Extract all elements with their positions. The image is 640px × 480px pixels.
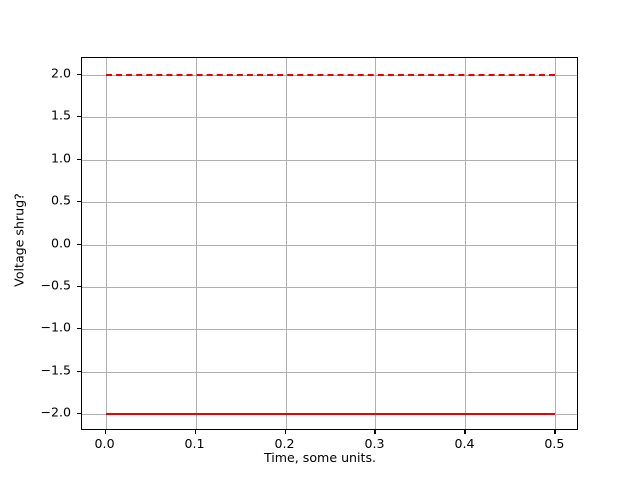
x-axis-tick <box>554 430 556 434</box>
x-axis-label: Time, some units. <box>263 450 377 465</box>
gridline-horizontal <box>82 202 577 204</box>
x-axis-tick <box>464 430 466 434</box>
y-axis-tick-label: 0.5 <box>50 192 71 208</box>
x-axis-tick-label: 0.2 <box>274 436 295 451</box>
x-axis-tick-label: 0.1 <box>184 436 205 451</box>
gridline-vertical <box>555 58 557 429</box>
x-axis-tick <box>194 430 196 434</box>
y-axis-tick <box>77 285 81 287</box>
y-axis-tick-label: 1.0 <box>50 150 71 166</box>
gridline-horizontal <box>82 329 577 331</box>
x-axis-tick-label: 0.4 <box>454 436 475 451</box>
x-axis-tick-label: 0.0 <box>94 436 115 451</box>
gridline-vertical <box>105 58 107 429</box>
y-axis-tick <box>77 201 81 203</box>
y-axis-tick-label: 0.0 <box>50 235 71 251</box>
y-axis-tick <box>77 116 81 118</box>
y-axis-tick-label: 2.0 <box>50 65 71 81</box>
y-axis-tick-label: −2.0 <box>40 404 71 420</box>
y-axis-tick <box>77 73 81 76</box>
series-line-lower <box>105 412 556 415</box>
x-axis-tick-label: 0.5 <box>544 436 565 451</box>
y-axis-tick-label: 1.5 <box>50 108 71 124</box>
gridline-vertical <box>375 58 377 429</box>
y-axis-tick-label: −1.5 <box>40 362 71 378</box>
series-line-upper <box>105 73 556 76</box>
y-axis-tick-label: −0.5 <box>40 277 71 293</box>
x-axis-tick <box>284 430 286 434</box>
gridline-vertical <box>285 58 287 429</box>
gridline-horizontal <box>82 371 577 373</box>
y-axis-tick <box>77 413 81 415</box>
x-axis-tick-label: 0.3 <box>364 436 385 451</box>
y-axis-tick <box>77 370 81 372</box>
gridline-horizontal <box>82 117 577 119</box>
y-axis-tick <box>77 328 81 330</box>
x-axis-tick <box>104 430 106 434</box>
plot-axes <box>81 57 578 430</box>
x-axis-tick <box>374 430 376 434</box>
y-axis-tick-label: −1.0 <box>40 319 71 335</box>
gridline-vertical <box>465 58 467 429</box>
gridline-vertical <box>195 58 197 429</box>
gridline-horizontal <box>82 286 577 288</box>
y-axis-tick <box>77 158 81 160</box>
gridline-horizontal <box>82 159 577 161</box>
plot-area <box>82 58 577 429</box>
y-axis-tick <box>77 243 81 245</box>
gridline-horizontal <box>82 244 577 246</box>
